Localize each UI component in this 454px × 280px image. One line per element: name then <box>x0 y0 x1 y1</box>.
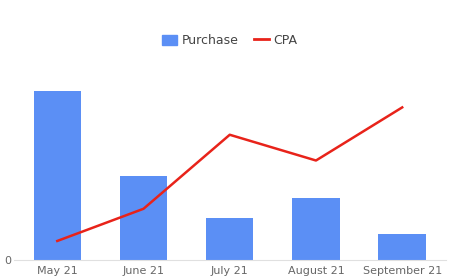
Bar <box>206 218 253 260</box>
Bar <box>379 234 426 260</box>
Legend: Purchase, CPA: Purchase, CPA <box>157 29 303 52</box>
Bar <box>120 176 167 260</box>
Bar <box>292 197 340 260</box>
Bar <box>34 91 81 260</box>
